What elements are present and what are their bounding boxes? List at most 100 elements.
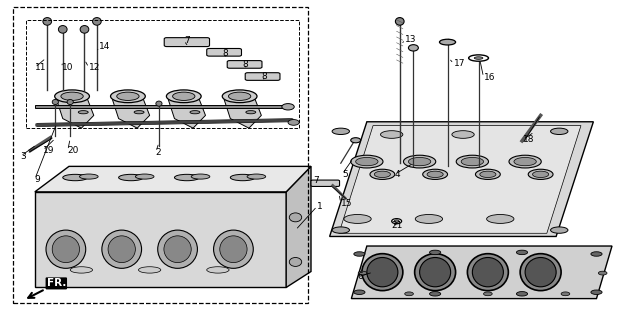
- FancyBboxPatch shape: [164, 38, 210, 47]
- Text: 4: 4: [395, 170, 401, 179]
- Ellipse shape: [392, 219, 402, 224]
- Ellipse shape: [55, 90, 90, 103]
- Ellipse shape: [404, 155, 436, 168]
- Text: 14: 14: [99, 42, 110, 52]
- Polygon shape: [330, 122, 593, 236]
- Ellipse shape: [440, 39, 455, 45]
- Ellipse shape: [356, 157, 378, 166]
- Ellipse shape: [289, 258, 302, 267]
- Ellipse shape: [516, 250, 527, 255]
- Ellipse shape: [430, 292, 441, 296]
- Ellipse shape: [550, 128, 568, 134]
- Ellipse shape: [516, 292, 527, 296]
- Text: 3: 3: [21, 152, 26, 161]
- Ellipse shape: [362, 254, 403, 291]
- Text: 7: 7: [313, 176, 318, 185]
- FancyBboxPatch shape: [207, 49, 241, 56]
- Ellipse shape: [190, 111, 200, 114]
- Ellipse shape: [80, 174, 98, 179]
- Ellipse shape: [405, 292, 414, 296]
- Text: FR.: FR.: [47, 278, 66, 288]
- Ellipse shape: [164, 236, 191, 263]
- Ellipse shape: [598, 271, 607, 275]
- Ellipse shape: [46, 230, 86, 268]
- Ellipse shape: [80, 26, 89, 33]
- FancyBboxPatch shape: [245, 73, 280, 80]
- Ellipse shape: [480, 171, 496, 178]
- Ellipse shape: [136, 174, 154, 179]
- Text: 19: 19: [43, 146, 54, 155]
- Text: 7: 7: [183, 36, 190, 45]
- Ellipse shape: [396, 18, 404, 25]
- Ellipse shape: [415, 214, 443, 223]
- Text: 11: 11: [35, 63, 46, 72]
- Ellipse shape: [220, 236, 247, 263]
- Polygon shape: [351, 246, 612, 299]
- Ellipse shape: [415, 254, 455, 291]
- Ellipse shape: [354, 252, 365, 256]
- Ellipse shape: [514, 157, 536, 166]
- Ellipse shape: [156, 101, 162, 106]
- Ellipse shape: [367, 258, 398, 287]
- Ellipse shape: [111, 90, 146, 103]
- Ellipse shape: [354, 290, 365, 294]
- Text: 1: 1: [317, 202, 323, 211]
- Ellipse shape: [282, 104, 294, 110]
- Ellipse shape: [409, 45, 419, 51]
- Ellipse shape: [58, 26, 67, 33]
- Ellipse shape: [358, 271, 367, 275]
- Ellipse shape: [532, 171, 549, 178]
- Text: 16: 16: [483, 73, 495, 82]
- Text: 17: 17: [453, 59, 465, 68]
- FancyBboxPatch shape: [227, 60, 262, 68]
- Ellipse shape: [332, 227, 350, 233]
- Ellipse shape: [172, 92, 195, 100]
- Ellipse shape: [561, 292, 570, 296]
- Ellipse shape: [213, 230, 253, 268]
- Ellipse shape: [63, 174, 88, 181]
- Ellipse shape: [158, 230, 197, 268]
- Text: 13: 13: [406, 35, 417, 44]
- Ellipse shape: [468, 55, 488, 61]
- Ellipse shape: [509, 155, 541, 168]
- Ellipse shape: [550, 227, 568, 233]
- Ellipse shape: [591, 290, 602, 294]
- Ellipse shape: [467, 254, 508, 291]
- Ellipse shape: [483, 292, 492, 296]
- Text: 8: 8: [261, 72, 267, 81]
- Ellipse shape: [117, 92, 139, 100]
- Ellipse shape: [370, 169, 395, 180]
- Ellipse shape: [139, 267, 161, 273]
- Polygon shape: [169, 100, 205, 128]
- Ellipse shape: [222, 90, 257, 103]
- Ellipse shape: [475, 169, 500, 180]
- Polygon shape: [224, 100, 261, 128]
- Text: 10: 10: [62, 63, 73, 72]
- Ellipse shape: [351, 155, 383, 168]
- Text: 8: 8: [223, 49, 229, 58]
- Polygon shape: [35, 192, 286, 287]
- Text: 6: 6: [358, 272, 363, 281]
- Polygon shape: [35, 105, 286, 108]
- Ellipse shape: [78, 111, 88, 114]
- Ellipse shape: [228, 92, 251, 100]
- Polygon shape: [339, 125, 581, 233]
- Text: 15: 15: [341, 198, 352, 207]
- Ellipse shape: [67, 100, 73, 105]
- Ellipse shape: [409, 157, 431, 166]
- Ellipse shape: [332, 128, 350, 134]
- Text: 5: 5: [342, 170, 348, 179]
- Ellipse shape: [525, 258, 556, 287]
- Ellipse shape: [452, 131, 474, 138]
- Ellipse shape: [344, 214, 371, 223]
- Ellipse shape: [93, 18, 101, 25]
- Ellipse shape: [167, 90, 201, 103]
- Ellipse shape: [394, 220, 399, 222]
- Ellipse shape: [102, 230, 142, 268]
- Ellipse shape: [520, 254, 561, 291]
- Ellipse shape: [456, 155, 488, 168]
- Ellipse shape: [528, 169, 553, 180]
- Ellipse shape: [472, 258, 503, 287]
- Ellipse shape: [591, 252, 602, 256]
- Text: 21: 21: [392, 221, 403, 230]
